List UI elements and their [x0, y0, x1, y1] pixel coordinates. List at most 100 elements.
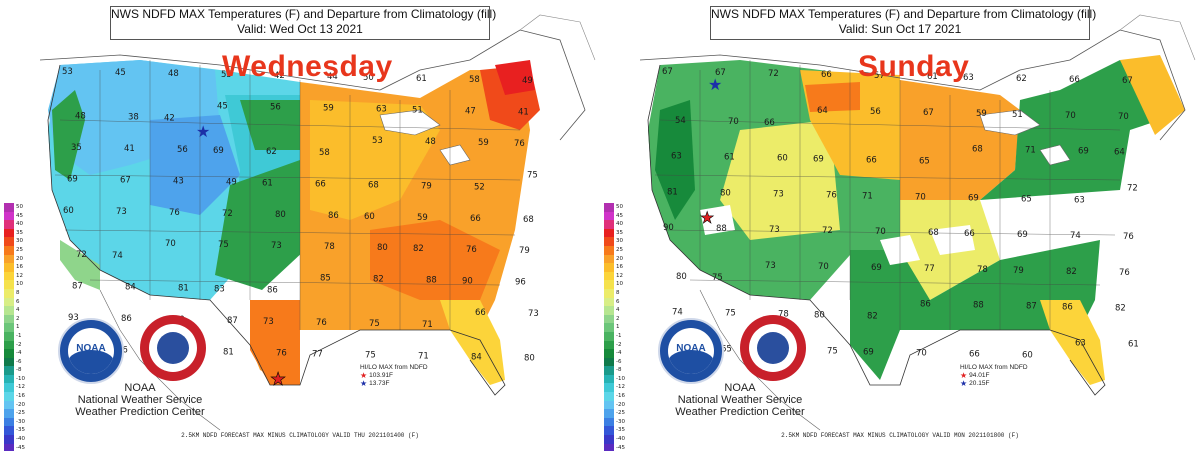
temperature-value: 56 — [177, 145, 188, 155]
temperature-value: 41 — [518, 107, 529, 117]
colorbar-cell — [604, 366, 614, 375]
hi-star-icon: ★ — [360, 371, 368, 380]
temperature-value: 69 — [871, 263, 882, 273]
temperature-value: 87 — [227, 316, 238, 326]
temperature-value: 73 — [271, 241, 282, 251]
temperature-value: 71 — [862, 191, 873, 201]
temperature-value: 68 — [368, 180, 379, 190]
colorbar-cell — [4, 220, 14, 229]
temperature-value: 72 — [822, 226, 833, 236]
colorbar-cell — [604, 245, 614, 255]
nws-logo — [140, 315, 206, 381]
temperature-value: 74 — [672, 308, 683, 318]
temperature-value: 63 — [671, 152, 682, 162]
temperature-value: 47 — [465, 106, 476, 116]
org-line-nws: National Weather Service — [677, 394, 803, 406]
colorbar-cell — [4, 426, 14, 436]
colorbar-label: 40 — [16, 221, 23, 228]
colorbar-label: 4 — [16, 307, 20, 314]
temperature-value: 76 — [169, 208, 180, 218]
map-valid-date: Valid: Sun Oct 17 2021 — [838, 22, 962, 36]
temperature-value: 70 — [818, 262, 829, 272]
temperature-value: 80 — [524, 354, 535, 364]
colorbar-cell — [604, 331, 614, 341]
temperature-value: 80 — [814, 311, 825, 321]
colorbar-cell — [4, 245, 14, 255]
map-title-box: NWS NDFD MAX Temperatures (F) and Depart… — [710, 6, 1096, 40]
temperature-value: 69 — [813, 155, 824, 165]
temperature-value: 73 — [116, 207, 127, 217]
temperature-value: 35 — [71, 143, 82, 153]
colorbar-cell — [604, 220, 614, 229]
lo-max-star: ★ — [196, 124, 210, 141]
temperature-value: 82 — [1066, 267, 1077, 277]
temperature-value: 61 — [927, 72, 938, 82]
colorbar-label: -10 — [16, 375, 25, 382]
temperature-value: 67 — [715, 68, 726, 78]
temperature-value: 60 — [63, 206, 74, 216]
temperature-value: 42 — [274, 71, 285, 81]
temperature-value: 63 — [1074, 195, 1085, 205]
temperature-value: 41 — [124, 144, 135, 154]
colorbar-cell — [4, 280, 14, 289]
colorbar-label: -20 — [616, 401, 625, 408]
colorbar-cell — [4, 349, 14, 358]
hi-max-star: ★ — [270, 369, 286, 389]
temperature-value: 69 — [863, 347, 874, 357]
day-label: Sunday — [858, 50, 970, 83]
temperature-value: 88 — [716, 224, 727, 234]
map-panel-sunday: ★ ★ 67 67 72 66 57 61 63 62 66 67 54 70 66 64 56 67 59 51… — [600, 0, 1200, 451]
colorbar-cell — [4, 271, 14, 281]
temperature-value: 75 — [712, 273, 723, 283]
temperature-value: 79 — [519, 246, 530, 256]
temperature-value: 72 — [768, 69, 779, 79]
colorbar-label: -12 — [616, 384, 625, 391]
temperature-value: 64 — [1114, 148, 1125, 158]
colorbar-label: -25 — [616, 410, 625, 417]
colorbar-cell — [604, 426, 614, 436]
colorbar-label: -6 — [616, 358, 622, 365]
temperature-value: 45 — [217, 101, 228, 111]
colorbar-cell — [604, 280, 614, 289]
temperature-value: 58 — [319, 148, 330, 158]
temperature-value: 62 — [1016, 74, 1027, 84]
hilo-title: HI/LO MAX from NDFD — [360, 364, 428, 371]
colorbar-label: 1 — [616, 324, 620, 331]
temperature-value: 70 — [875, 227, 886, 237]
temperature-value: 80 — [720, 188, 731, 198]
temperature-value: 70 — [1118, 112, 1129, 122]
colorbar-cell — [4, 409, 14, 418]
colorbar-label: 4 — [616, 307, 620, 314]
colorbar-cell — [4, 357, 14, 367]
temperature-value: 80 — [275, 210, 286, 220]
colorbar-label: -30 — [16, 418, 25, 425]
colorbar-cell — [4, 417, 14, 427]
temperature-value: 65 — [919, 157, 930, 167]
temperature-value: 49 — [226, 177, 237, 187]
temperature-value: 70 — [1065, 111, 1076, 121]
temperature-value: 76 — [826, 190, 837, 200]
temperature-value: 66 — [1069, 75, 1080, 85]
colorbar-cell — [604, 340, 614, 350]
colorbar-label: 25 — [16, 246, 23, 253]
colorbar-cell — [4, 314, 14, 324]
temperature-value: 75 — [827, 346, 838, 356]
lo-star-icon: ★ — [960, 379, 968, 388]
hi-value: 103.91F — [369, 372, 394, 379]
colorbar-cell — [4, 323, 14, 332]
org-line-wpc: Weather Prediction Center — [75, 406, 205, 418]
org-line-wpc: Weather Prediction Center — [675, 406, 805, 418]
colorbar — [604, 203, 614, 451]
temperature-value: 75 — [527, 170, 538, 180]
temperature-value: 48 — [425, 137, 436, 147]
temperature-value: 96 — [515, 278, 526, 288]
temperature-value: 78 — [977, 265, 988, 275]
map-title-box: NWS NDFD MAX Temperatures (F) and Depart… — [110, 6, 496, 40]
temperature-value: 70 — [915, 192, 926, 202]
temperature-value: 90 — [462, 277, 473, 287]
colorbar-cell — [4, 306, 14, 315]
temperature-value: 55 — [221, 70, 232, 80]
colorbar-label: 8 — [616, 289, 620, 296]
colorbar-label: 12 — [616, 272, 623, 279]
